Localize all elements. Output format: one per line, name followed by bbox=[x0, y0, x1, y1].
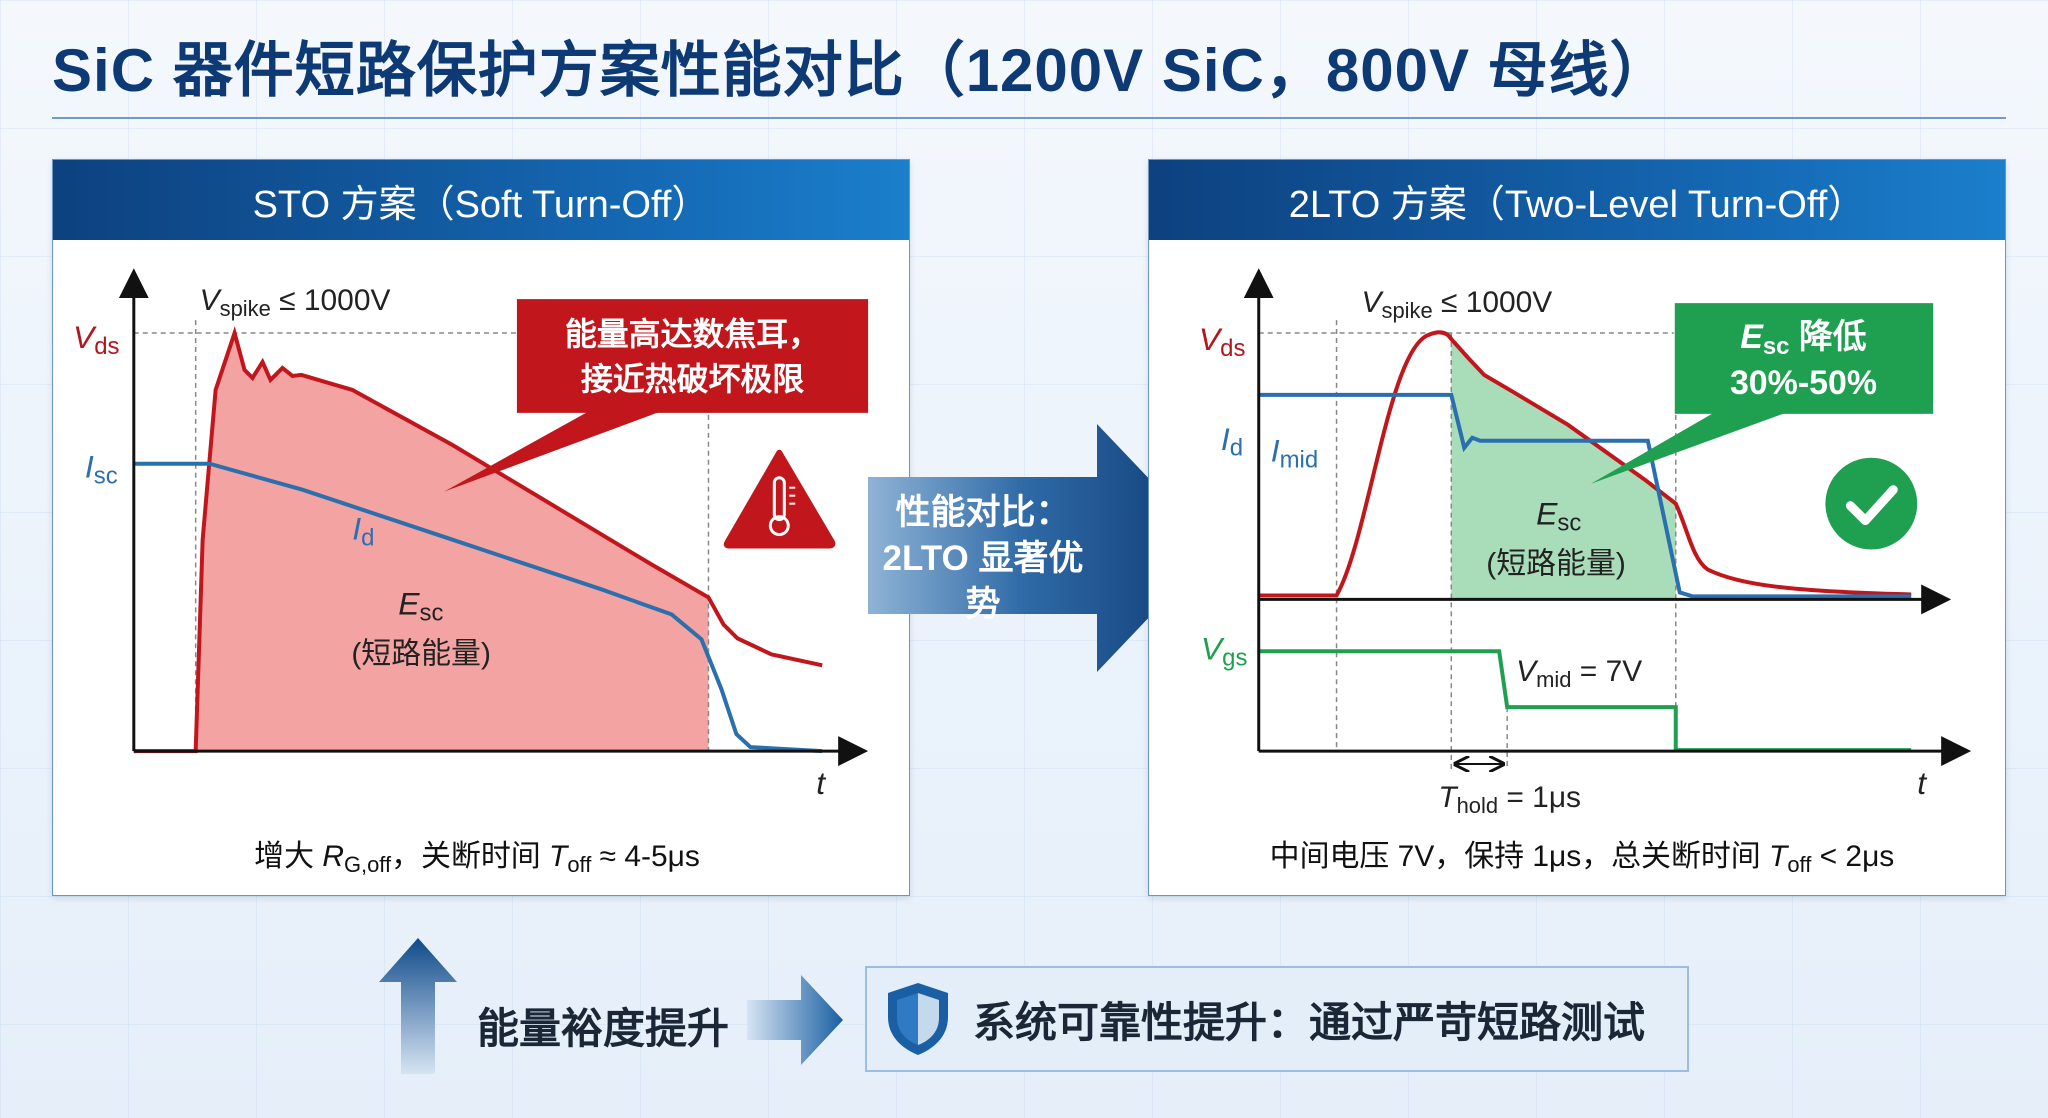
id-label: Id bbox=[1221, 421, 1243, 462]
sto-caption: 增大 RG,off，关断时间 Toff ≈ 4-5μs bbox=[254, 840, 700, 877]
vspike-label: Vspike ≤ 1000V bbox=[1362, 286, 1553, 323]
sto-panel-header: STO 方案（Soft Turn-Off） bbox=[53, 160, 909, 240]
vds-label: Vds bbox=[1199, 321, 1246, 362]
2lto-energy-area bbox=[1451, 339, 1676, 600]
shield-icon bbox=[888, 983, 948, 1055]
reliability-result-box: 系统可靠性提升：通过严苛短路测试 bbox=[865, 966, 1689, 1072]
check-circle-icon bbox=[1825, 457, 1918, 550]
comparison-line1: 性能对比： bbox=[895, 493, 1071, 532]
esc-label: Esc bbox=[1536, 496, 1581, 537]
energy-reduction-callout: Esc 降低 30%-50% bbox=[1590, 303, 1934, 484]
2lto-caption: 中间电压 7V，保持 1μs，总关断时间 Toff < 2μs bbox=[1270, 840, 1895, 877]
isc-label: Isc bbox=[85, 449, 118, 490]
svg-text:接近热破坏极限: 接近热破坏极限 bbox=[581, 361, 804, 397]
reliability-result-text: 系统可靠性提升：通过严苛短路测试 bbox=[973, 998, 1646, 1046]
up-arrow-icon bbox=[379, 938, 457, 1074]
svg-text:能量高达数焦耳，: 能量高达数焦耳， bbox=[565, 316, 820, 352]
imid-label: Imid bbox=[1271, 433, 1318, 474]
comparison-arrow bbox=[868, 424, 1215, 672]
svg-text:30%-50%: 30%-50% bbox=[1730, 364, 1877, 402]
comparison-arrow-text: 性能对比： 2LTO 显著优势 bbox=[868, 490, 1098, 628]
sto-waveform-chart: Vspike ≤ 1000V Vds Isc Id Esc (短路能量) t 能… bbox=[73, 268, 869, 877]
energy-margin-label: 能量裕度提升 bbox=[477, 1005, 730, 1052]
energy-warning-callout: 能量高达数焦耳， 接近热破坏极限 bbox=[444, 299, 869, 492]
sto-id-trace bbox=[133, 461, 823, 754]
comparison-line2: 2LTO 显著优势 bbox=[882, 539, 1084, 624]
page-title: SiC 器件短路保护方案性能对比（1200V SiC，800V 母线） bbox=[52, 37, 1671, 104]
sto-energy-area bbox=[195, 333, 709, 752]
title-divider bbox=[52, 117, 2006, 119]
vspike-label: Vspike ≤ 1000V bbox=[200, 284, 391, 321]
thermometer-warning-icon bbox=[723, 449, 836, 549]
vmid-label: Vmid = 7V bbox=[1516, 655, 1642, 692]
2lto-id-trace bbox=[1258, 392, 1912, 599]
time-axis-label: t bbox=[816, 765, 826, 801]
thold-label: Thold = 1μs bbox=[1438, 781, 1581, 818]
id-label: Id bbox=[352, 511, 374, 552]
esc-description: (短路能量) bbox=[351, 637, 491, 670]
2lto-waveform-chart: Vspike ≤ 1000V Vds Id Imid Esc (短路能量) Vg… bbox=[1199, 268, 1972, 877]
vds-label: Vds bbox=[73, 319, 120, 360]
esc-label: Esc bbox=[398, 585, 443, 626]
2lto-vds-trace bbox=[1258, 330, 1912, 598]
svg-text:Esc 降低: Esc 降低 bbox=[1740, 318, 1867, 360]
2lto-panel-header: 2LTO 方案（Two-Level Turn-Off） bbox=[1149, 160, 2005, 240]
right-arrow-icon bbox=[747, 975, 843, 1065]
2lto-panel: 2LTO 方案（Two-Level Turn-Off） Vspike ≤ 100… bbox=[1148, 159, 2006, 896]
sto-vds-trace bbox=[133, 326, 823, 754]
vgs-label: Vgs bbox=[1201, 630, 1248, 671]
esc-description: (短路能量) bbox=[1486, 547, 1626, 580]
sto-panel: STO 方案（Soft Turn-Off） Vspike ≤ 1000V Vds… bbox=[52, 159, 910, 896]
time-axis-label: t bbox=[1917, 765, 1927, 801]
